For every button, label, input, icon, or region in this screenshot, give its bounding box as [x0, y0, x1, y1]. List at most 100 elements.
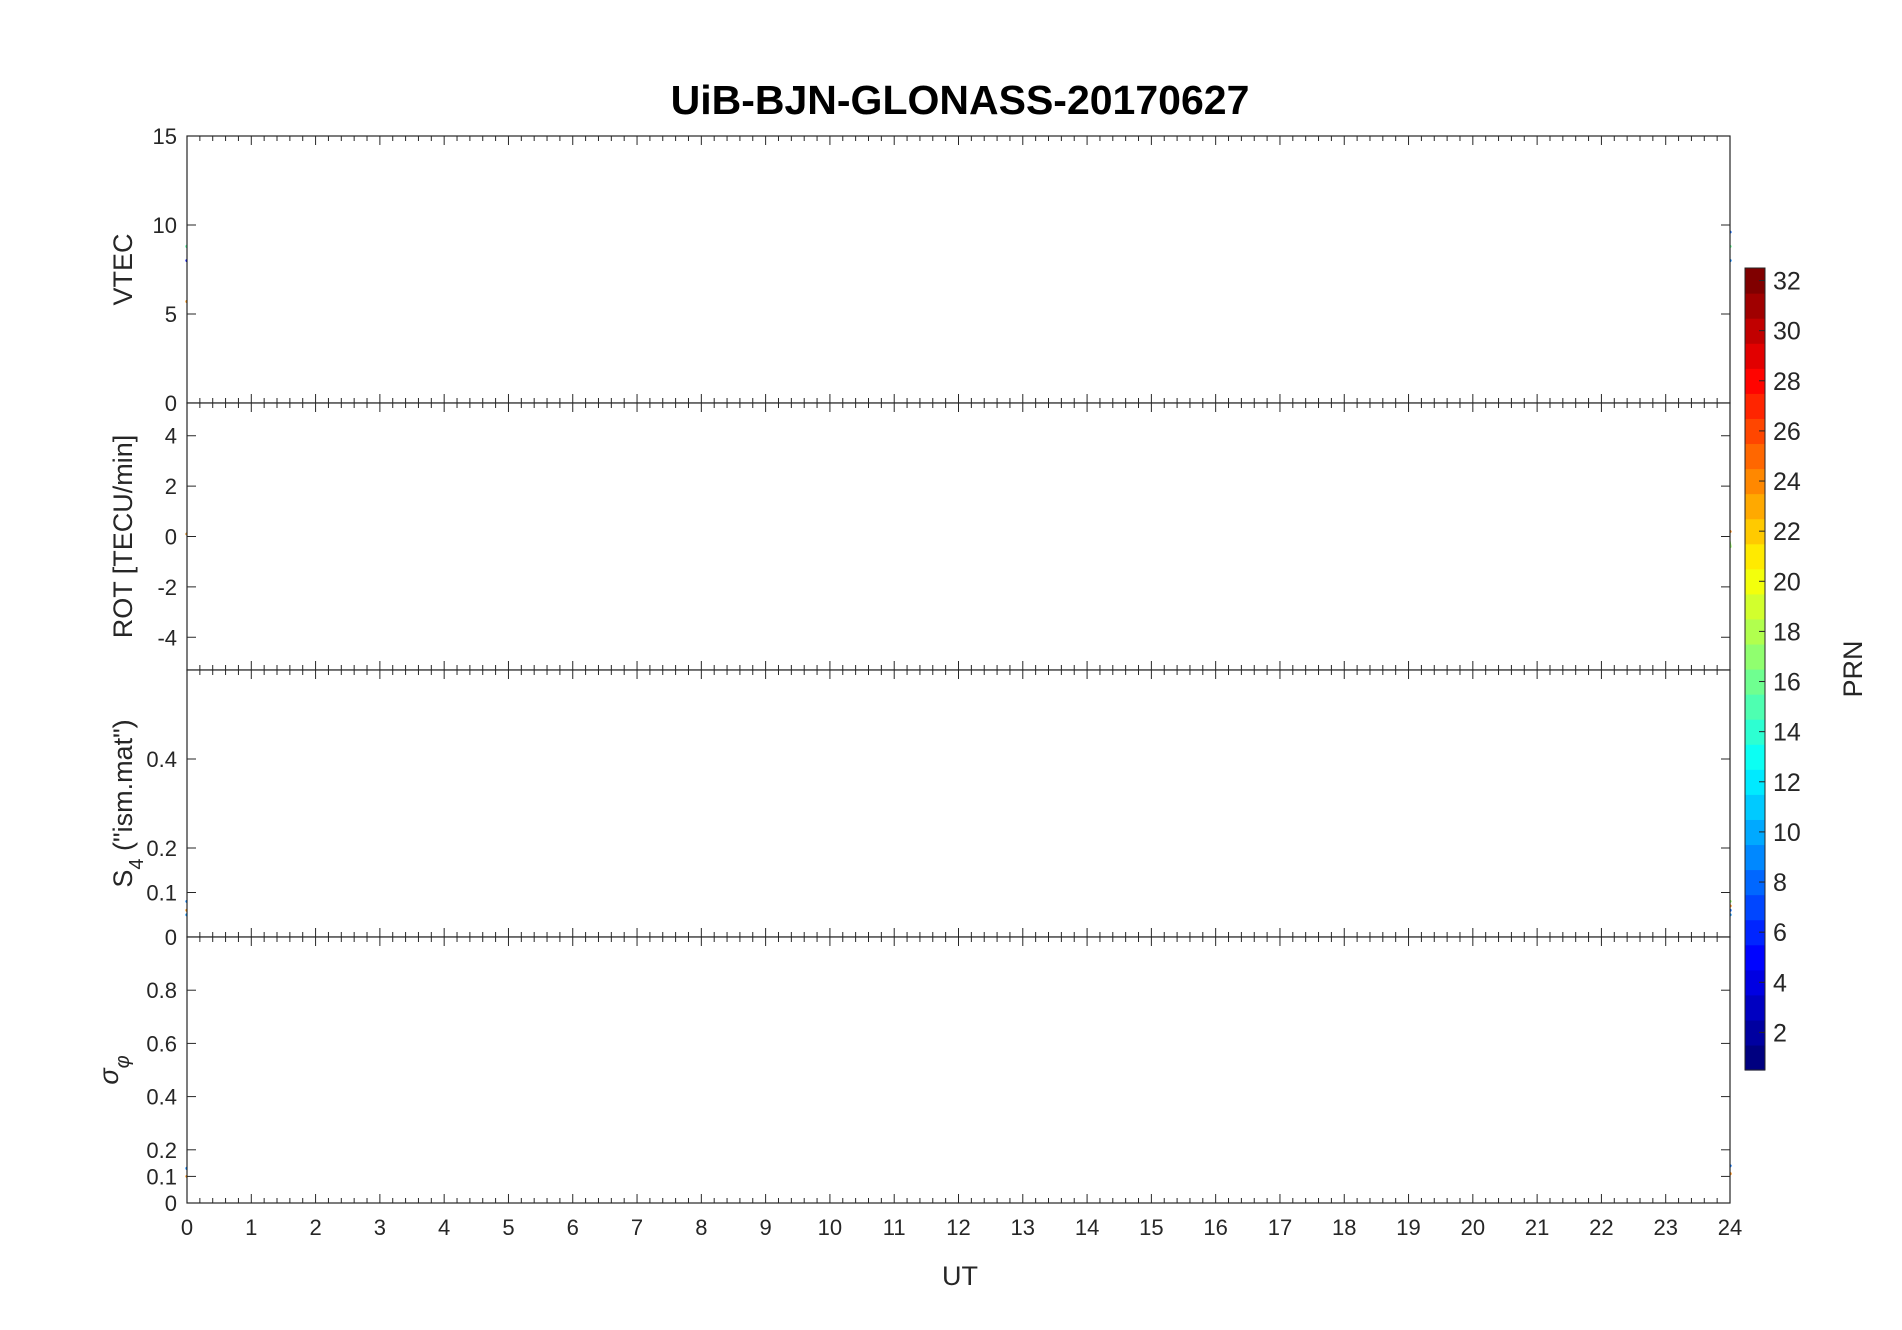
colorbar-swatch — [1745, 919, 1765, 946]
panel-frame — [186, 135, 1731, 404]
colorbar-tick-label: 24 — [1773, 468, 1801, 496]
panel-frame — [186, 402, 1731, 671]
colorbar-swatch — [1745, 468, 1765, 495]
panel-frame — [186, 936, 1731, 1204]
colorbar-tick-label: 16 — [1773, 669, 1801, 697]
colorbar-tick-label: 10 — [1773, 819, 1801, 847]
x-tick-label: 3 — [374, 1215, 386, 1240]
y-ticks: 00.10.2 0.4 0.6 0.8 — [146, 978, 1730, 1216]
x-tick-label: 10 — [818, 1215, 842, 1240]
colorbar-tick-label: 30 — [1773, 318, 1801, 346]
colorbar-swatch — [1745, 568, 1765, 595]
x-tick-label: 17 — [1268, 1215, 1292, 1240]
x-tick-labels: 0 1 2 3 4 5 6 7 8 9 10 11 12 13 14 15 16 17 18 19 20 21 22 23 24 — [181, 1215, 1742, 1240]
x-tick-label: 14 — [1075, 1215, 1099, 1240]
y-tick-label: -2 — [157, 575, 177, 600]
y-tick-label: 0.6 — [146, 1031, 177, 1056]
colorbar-swatch — [1745, 268, 1765, 294]
colorbar-swatch — [1745, 543, 1765, 570]
colorbar-swatch — [1745, 1044, 1765, 1071]
x-tick-label: 24 — [1718, 1215, 1742, 1240]
y-tick-label: 0.2 — [146, 836, 177, 861]
y-axis-label: VTEC — [108, 233, 138, 305]
colorbar-swatch — [1745, 819, 1765, 846]
y-axis-label-rest: ("ism.mat") — [108, 719, 138, 858]
y-tick-label: 10 — [153, 213, 177, 238]
x-tick-label: 20 — [1461, 1215, 1485, 1240]
x-tick-label: 21 — [1525, 1215, 1549, 1240]
colorbar-tick-label: 4 — [1773, 969, 1787, 997]
x-tick-label: 16 — [1203, 1215, 1227, 1240]
y-tick-label: 0.4 — [146, 1085, 177, 1110]
x-tick-label: 1 — [245, 1215, 257, 1240]
y-tick-label: 0 — [165, 525, 177, 550]
y-axis-label-sub: 4 — [126, 859, 148, 870]
y-tick-label: 0 — [165, 925, 177, 950]
chart-title: UiB-BJN-GLONASS-20170627 — [671, 77, 1250, 123]
colorbar-label: PRN — [1838, 640, 1868, 697]
colorbar-swatch — [1745, 694, 1765, 720]
colorbar-tick-label: 14 — [1773, 719, 1801, 747]
x-tick-label: 0 — [181, 1215, 193, 1240]
colorbar-tick-label: 8 — [1773, 869, 1787, 897]
colorbar-swatch — [1745, 593, 1765, 620]
x-tick-label: 23 — [1653, 1215, 1677, 1240]
x-tick-label: 22 — [1589, 1215, 1613, 1240]
y-tick-label: -4 — [157, 625, 177, 650]
colorbar-swatch — [1745, 518, 1765, 545]
y-ticks: 0 5 10 15 — [153, 124, 1730, 416]
x-ticks — [186, 136, 1731, 403]
colorbar-swatch — [1745, 944, 1765, 971]
colorbar-frame — [1744, 267, 1766, 1071]
colorbar-swatch — [1745, 894, 1765, 921]
y-axis-label-sub: φ — [112, 1055, 134, 1068]
colorbar-swatch — [1745, 318, 1765, 344]
colorbar-swatch — [1745, 969, 1765, 996]
x-tick-label: 6 — [567, 1215, 579, 1240]
colorbar-swatch — [1745, 343, 1765, 369]
colorbar-swatch — [1745, 1019, 1765, 1046]
colorbar-swatch — [1745, 493, 1765, 520]
y-tick-label: 0.2 — [146, 1138, 177, 1163]
colorbar-tick-label: 26 — [1773, 418, 1801, 446]
y-tick-label: 5 — [165, 302, 177, 327]
y-ticks: 0 0.1 0.2 0.4 — [146, 747, 1730, 950]
y-ticks: -4 -2 0 2 4 — [157, 424, 1730, 650]
colorbar-swatch — [1745, 994, 1765, 1021]
colorbar-swatch — [1745, 869, 1765, 896]
y-tick-label: 0 — [165, 391, 177, 416]
y-axis-label-main: σ — [94, 1067, 124, 1085]
x-ticks — [186, 403, 1731, 670]
x-ticks — [186, 670, 1731, 937]
colorbar-swatch — [1745, 293, 1765, 319]
colorbar-tick-label: 22 — [1773, 518, 1801, 546]
colorbar-swatch — [1745, 669, 1765, 695]
colorbar-swatch — [1745, 618, 1765, 645]
colorbar-tick-label: 28 — [1773, 368, 1801, 396]
y-tick-label: 2 — [165, 474, 177, 499]
panel-rot: -4 -2 0 2 4 ROT [TECU/min] — [108, 402, 1732, 671]
colorbar-tick-label: 2 — [1773, 1019, 1787, 1047]
x-ticks — [186, 937, 1731, 1203]
x-tick-label: 13 — [1011, 1215, 1035, 1240]
colorbar-swatch — [1745, 794, 1765, 820]
colorbar-tick-label: 32 — [1773, 268, 1801, 296]
x-tick-label: 2 — [309, 1215, 321, 1240]
colorbar-tick-label: 20 — [1773, 568, 1801, 596]
x-tick-label: 5 — [502, 1215, 514, 1240]
y-tick-label: 15 — [153, 124, 177, 149]
x-axis-label: UT — [942, 1261, 978, 1291]
panel-vtec: 0 5 10 15 VTEC — [108, 124, 1732, 416]
colorbar-tick-label: 6 — [1773, 919, 1787, 947]
y-tick-label: 0.1 — [146, 881, 177, 906]
x-tick-label: 7 — [631, 1215, 643, 1240]
colorbar-swatch — [1745, 719, 1765, 745]
y-tick-label: 0.8 — [146, 978, 177, 1003]
colorbar-swatch — [1745, 643, 1765, 670]
colorbar-swatch — [1745, 443, 1765, 470]
x-tick-label: 12 — [946, 1215, 970, 1240]
y-tick-label: 0.4 — [146, 747, 177, 772]
